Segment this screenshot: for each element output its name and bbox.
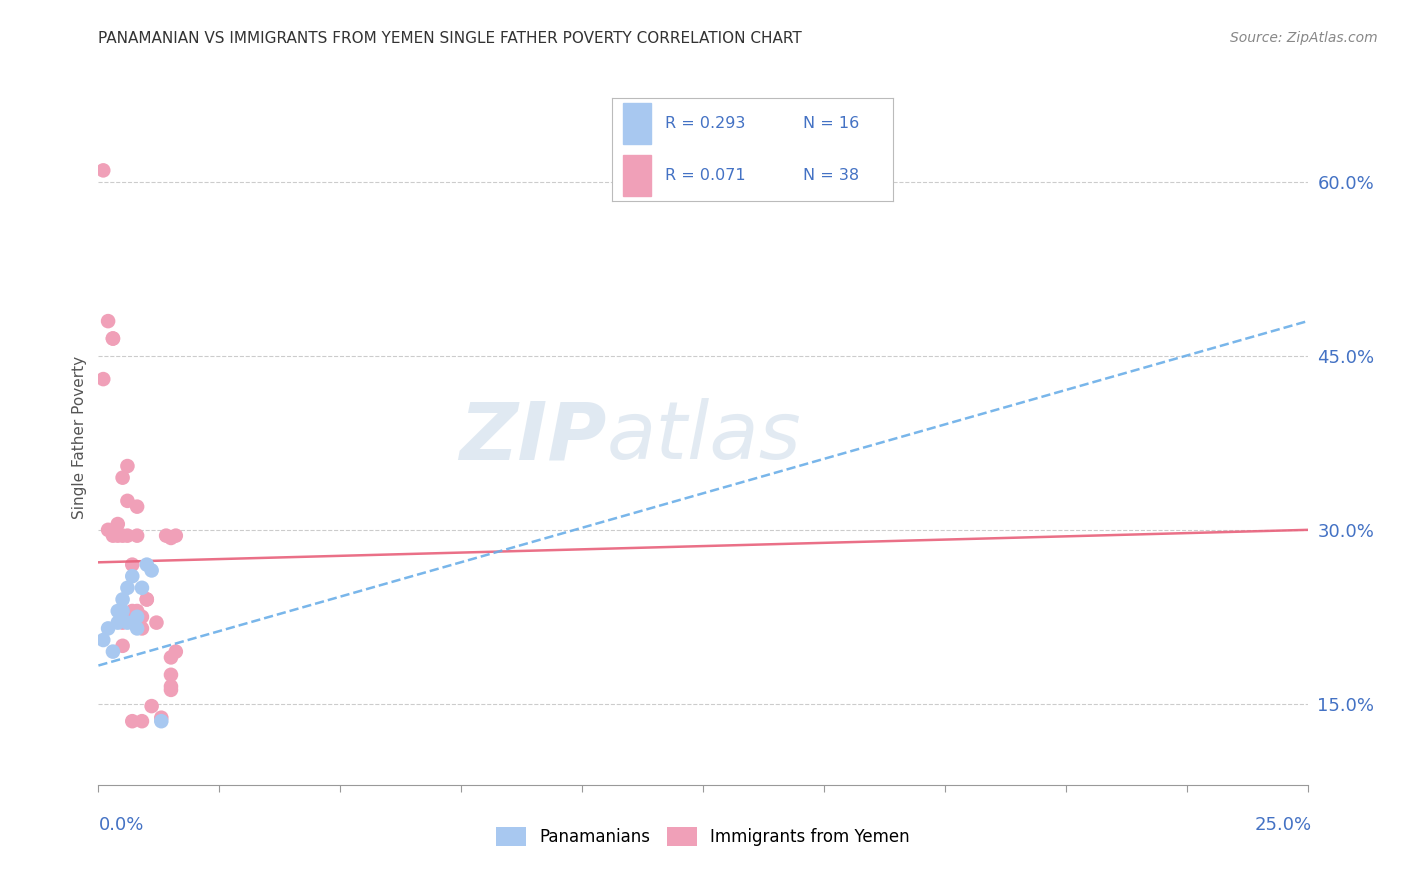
- Point: [131, 610, 153, 624]
- Point: [131, 621, 153, 635]
- Bar: [623, 103, 651, 145]
- Text: Source: ZipAtlas.com: Source: ZipAtlas.com: [1230, 31, 1378, 45]
- Text: N = 38: N = 38: [803, 168, 859, 183]
- Point: [135, 592, 157, 607]
- Point: [127, 500, 149, 514]
- Point: [165, 528, 187, 542]
- Text: atlas: atlas: [606, 398, 801, 476]
- Point: [150, 714, 173, 728]
- Point: [121, 569, 143, 583]
- Text: R = 0.071: R = 0.071: [665, 168, 745, 183]
- Point: [101, 644, 124, 658]
- Point: [135, 558, 157, 572]
- Point: [117, 458, 139, 473]
- Point: [101, 528, 124, 542]
- Point: [107, 604, 129, 618]
- Bar: [623, 154, 651, 195]
- Point: [101, 332, 124, 346]
- Point: [160, 650, 183, 665]
- Point: [97, 523, 120, 537]
- Point: [111, 604, 134, 618]
- Point: [91, 372, 114, 386]
- Point: [117, 581, 139, 595]
- Point: [111, 592, 134, 607]
- Point: [91, 633, 114, 648]
- Point: [131, 581, 153, 595]
- Point: [121, 558, 143, 572]
- Text: 0.0%: 0.0%: [98, 816, 143, 834]
- Point: [160, 667, 183, 681]
- Point: [107, 615, 129, 630]
- Point: [160, 682, 183, 697]
- Point: [135, 592, 157, 607]
- Point: [107, 528, 129, 542]
- Point: [145, 615, 167, 630]
- Point: [141, 699, 163, 714]
- Point: [111, 471, 134, 485]
- Point: [131, 714, 153, 728]
- Point: [127, 621, 149, 635]
- Text: PANAMANIAN VS IMMIGRANTS FROM YEMEN SINGLE FATHER POVERTY CORRELATION CHART: PANAMANIAN VS IMMIGRANTS FROM YEMEN SING…: [98, 31, 803, 46]
- Point: [111, 615, 134, 630]
- Legend: Panamanians, Immigrants from Yemen: Panamanians, Immigrants from Yemen: [489, 821, 917, 853]
- Point: [97, 314, 120, 328]
- Point: [121, 714, 143, 728]
- Text: ZIP: ZIP: [458, 398, 606, 476]
- Point: [107, 516, 129, 531]
- Point: [160, 680, 183, 694]
- Text: R = 0.293: R = 0.293: [665, 116, 745, 131]
- Point: [150, 711, 173, 725]
- Point: [155, 528, 177, 542]
- Point: [127, 604, 149, 618]
- Point: [91, 163, 114, 178]
- Point: [127, 528, 149, 542]
- Point: [160, 531, 183, 545]
- Text: N = 16: N = 16: [803, 116, 859, 131]
- Point: [141, 564, 163, 578]
- Text: 25.0%: 25.0%: [1254, 816, 1312, 834]
- Point: [117, 493, 139, 508]
- Point: [127, 610, 149, 624]
- Point: [97, 621, 120, 635]
- Y-axis label: Single Father Poverty: Single Father Poverty: [72, 356, 87, 518]
- Point: [165, 644, 187, 658]
- Point: [121, 604, 143, 618]
- Point: [111, 639, 134, 653]
- Point: [111, 528, 134, 542]
- Point: [117, 528, 139, 542]
- Point: [101, 332, 124, 346]
- Point: [117, 615, 139, 630]
